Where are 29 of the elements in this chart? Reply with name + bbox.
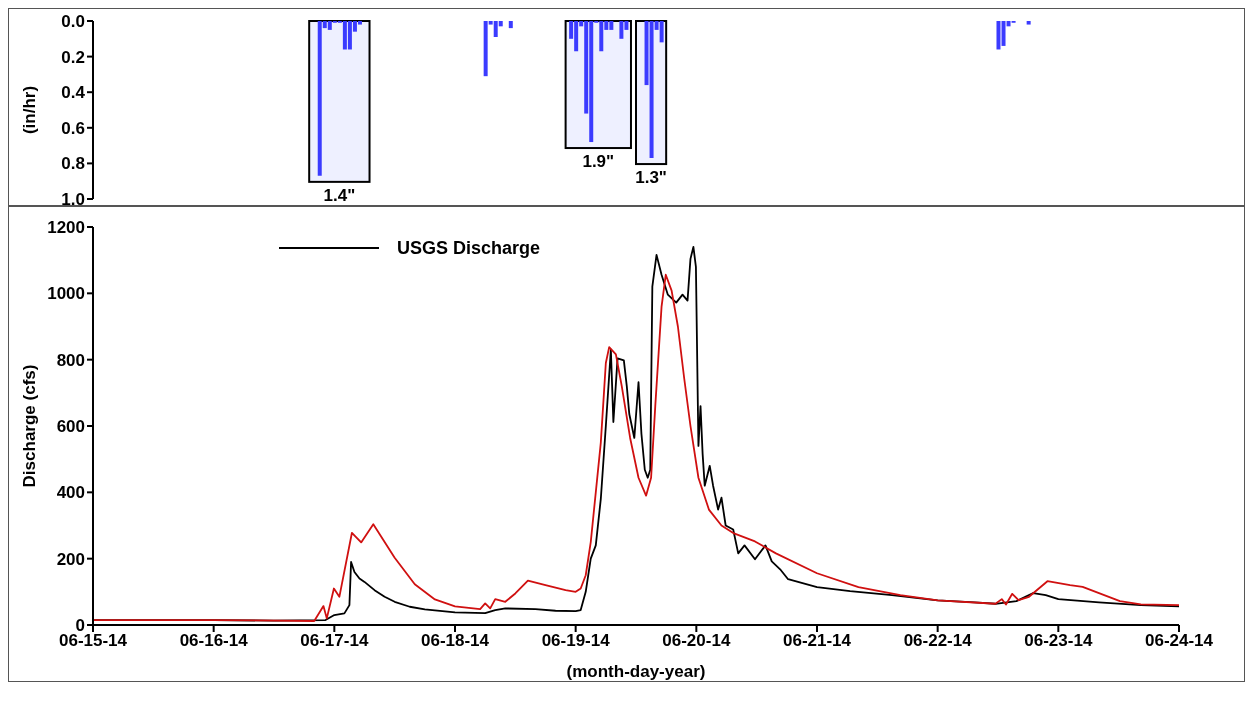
x-tick-label: 06-16-14 (179, 631, 249, 651)
x-tick-label: 06-19-14 (541, 631, 611, 651)
text: USGS Discharge (397, 237, 541, 259)
band-label: 1.3" (635, 168, 667, 188)
x-axis-title: (month-day-year) (566, 662, 706, 681)
y-tick-label: 1000 (47, 284, 85, 304)
y-axis-title: Discharge (cfs) (19, 364, 39, 488)
x-tick-label: 06-24-14 (1144, 631, 1214, 651)
y-tick-label: 0.2 (61, 47, 85, 67)
y-tick-label: 1200 (47, 218, 85, 238)
y-tick-label: 200 (56, 549, 85, 569)
x-tick-label: 06-21-14 (782, 631, 852, 651)
x-tick-label: 06-22-14 (903, 631, 973, 651)
x-tick-label: 06-15-14 (58, 631, 128, 651)
x-tick-label: 06-20-14 (662, 631, 731, 651)
band-label: 1.4" (323, 185, 356, 205)
y-tick-label: 600 (56, 417, 85, 437)
x-tick-label: 06-23-14 (1024, 631, 1093, 651)
x-tick-label: 06-18-14 (420, 631, 490, 651)
y-tick-label: 0.4 (61, 83, 86, 103)
y-tick-label: 800 (56, 350, 85, 370)
y-tick-label: 400 (56, 483, 85, 503)
x-tick-label: 06-17-14 (300, 631, 369, 651)
y-tick-label: 1.0 (61, 190, 85, 210)
y-tick-label: 0.0 (61, 12, 85, 32)
band-label: 1.9" (582, 152, 615, 172)
y-tick-label: 0.8 (61, 154, 85, 174)
y-tick-label: 0.6 (61, 118, 85, 138)
y-axis-title: (in/hr) (19, 85, 39, 135)
